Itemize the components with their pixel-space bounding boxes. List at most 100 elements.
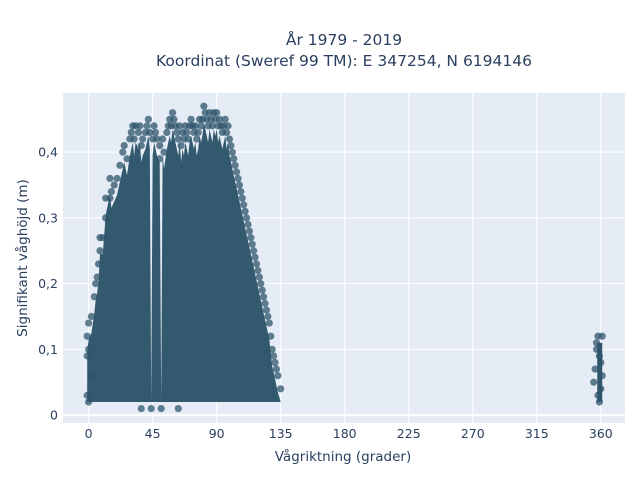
data-point xyxy=(592,345,601,353)
data-point xyxy=(157,404,165,413)
data-point xyxy=(87,312,96,321)
data-point xyxy=(137,404,145,413)
data-point xyxy=(187,115,195,123)
data-point xyxy=(255,273,263,281)
data-point xyxy=(258,286,266,294)
data-point xyxy=(92,280,100,288)
data-point xyxy=(156,141,164,150)
data-point xyxy=(260,293,268,301)
data-point xyxy=(174,404,182,413)
data-point xyxy=(241,207,249,215)
data-point xyxy=(156,155,164,163)
data-point xyxy=(168,109,177,117)
data-point xyxy=(247,234,255,242)
data-point xyxy=(174,135,182,143)
data-point xyxy=(244,220,252,229)
data-point xyxy=(143,122,151,130)
data-point xyxy=(87,372,96,380)
data-point xyxy=(83,332,91,340)
data-point xyxy=(146,128,154,137)
data-point xyxy=(277,385,285,393)
data-point xyxy=(595,352,603,360)
data-point xyxy=(228,148,236,156)
data-point xyxy=(248,240,256,248)
x-tick-label: 315 xyxy=(525,426,549,441)
data-point xyxy=(136,122,144,130)
data-point xyxy=(173,128,181,137)
x-tick-label: 270 xyxy=(461,426,485,441)
data-point xyxy=(85,345,93,353)
data-point xyxy=(194,128,202,137)
data-point xyxy=(232,168,241,176)
data-point xyxy=(110,181,118,189)
x-tick-label: 180 xyxy=(333,426,357,441)
data-point xyxy=(83,391,91,399)
y-tick-label: 0,4 xyxy=(38,145,58,160)
y-tick-label: 0 xyxy=(50,408,58,423)
point-cloud-360 xyxy=(597,342,603,402)
data-point xyxy=(85,319,93,327)
data-point xyxy=(113,174,121,183)
data-point xyxy=(134,128,143,137)
data-point xyxy=(223,128,231,137)
data-point xyxy=(147,404,155,413)
data-point xyxy=(597,385,605,393)
data-point xyxy=(257,280,265,288)
data-point xyxy=(106,194,114,202)
data-point xyxy=(139,135,147,143)
data-point xyxy=(170,115,178,123)
data-point xyxy=(150,122,158,130)
data-point xyxy=(251,253,259,261)
data-point xyxy=(224,122,232,130)
data-point xyxy=(267,332,275,340)
data-point xyxy=(144,115,152,123)
data-point xyxy=(261,299,269,307)
data-point xyxy=(96,247,104,255)
data-point xyxy=(193,135,201,143)
y-axis-title: Signifikant våghöjd (m) xyxy=(14,179,31,337)
data-point xyxy=(598,332,606,340)
data-point xyxy=(200,102,208,110)
chart-title-line-1: År 1979 - 2019 xyxy=(286,30,402,49)
data-point xyxy=(177,141,185,150)
data-point xyxy=(592,339,601,347)
y-tick-label: 0,3 xyxy=(38,210,58,225)
data-point xyxy=(268,345,276,353)
x-tick-label: 135 xyxy=(269,426,293,441)
data-point xyxy=(208,122,216,130)
data-point xyxy=(153,135,161,143)
data-point xyxy=(106,174,114,183)
data-point xyxy=(102,214,110,222)
data-point xyxy=(590,378,598,386)
data-point xyxy=(240,201,248,209)
data-point xyxy=(94,260,103,268)
data-point xyxy=(213,109,221,117)
data-point xyxy=(250,247,258,255)
data-point xyxy=(151,128,160,137)
data-point xyxy=(231,161,239,169)
data-point xyxy=(120,141,128,150)
data-point xyxy=(191,122,199,130)
data-points xyxy=(83,102,606,413)
data-point xyxy=(271,358,279,367)
data-point xyxy=(163,128,171,137)
data-point xyxy=(83,352,91,360)
data-point xyxy=(595,398,603,406)
data-point xyxy=(594,391,602,399)
data-point xyxy=(221,115,229,123)
data-point xyxy=(264,312,272,321)
x-tick-label: 45 xyxy=(145,426,161,441)
data-point xyxy=(90,293,98,301)
data-point xyxy=(235,181,244,189)
x-tick-label: 0 xyxy=(85,426,93,441)
data-point xyxy=(242,214,251,222)
data-point xyxy=(237,188,245,196)
data-point xyxy=(215,115,224,123)
data-point xyxy=(137,141,145,150)
x-tick-label: 360 xyxy=(589,426,613,441)
data-point xyxy=(160,148,168,156)
data-point xyxy=(99,234,107,242)
data-point xyxy=(234,174,242,183)
data-point xyxy=(274,372,282,380)
